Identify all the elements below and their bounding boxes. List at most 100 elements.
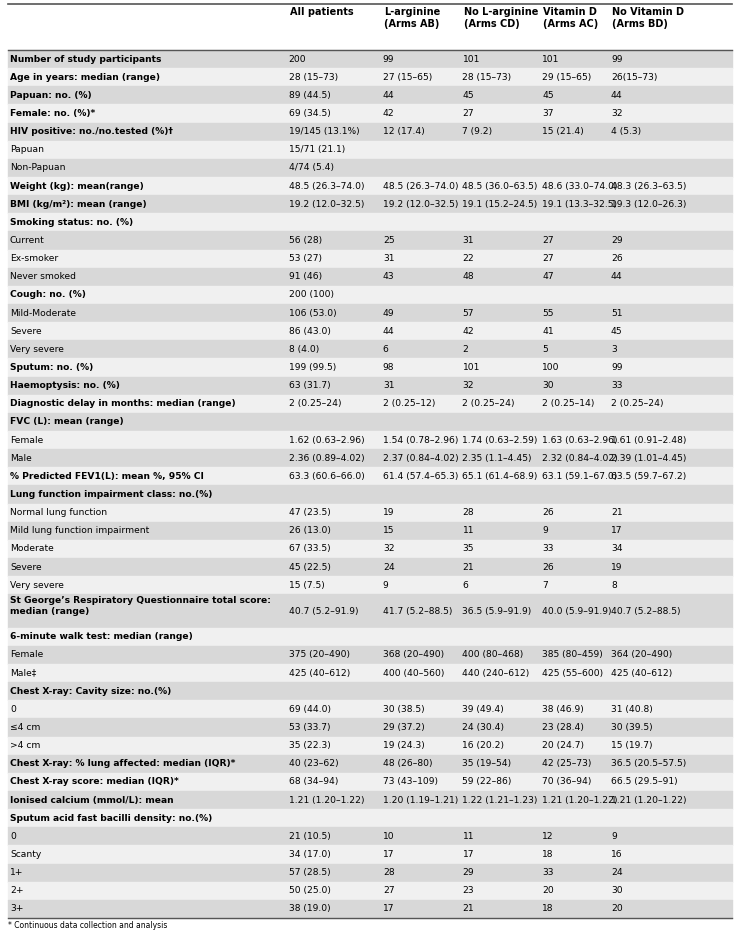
Text: Non-Papuan: Non-Papuan	[10, 163, 66, 173]
Text: 9: 9	[542, 526, 548, 536]
Text: 20: 20	[542, 886, 554, 895]
Text: 2 (0.25–24): 2 (0.25–24)	[462, 400, 515, 408]
Text: 400 (40–560): 400 (40–560)	[383, 669, 445, 677]
Text: 0: 0	[10, 832, 16, 840]
Text: Sputum acid fast bacilli density: no.(%): Sputum acid fast bacilli density: no.(%)	[10, 813, 212, 823]
Text: 30 (38.5): 30 (38.5)	[383, 704, 425, 714]
Text: 7: 7	[542, 581, 548, 590]
Text: Female: no. (%)*: Female: no. (%)*	[10, 109, 95, 118]
Text: Female: Female	[10, 435, 43, 445]
Text: 45 (22.5): 45 (22.5)	[289, 563, 330, 571]
Text: 1.21 (1.20–1.22): 1.21 (1.20–1.22)	[611, 795, 687, 805]
Text: 35 (19–54): 35 (19–54)	[462, 759, 512, 768]
Text: Never smoked: Never smoked	[10, 272, 76, 281]
Text: 50 (25.0): 50 (25.0)	[289, 886, 330, 895]
Text: 63.1 (59.1–67.0): 63.1 (59.1–67.0)	[542, 472, 618, 481]
Text: 2.32 (0.84–4.02): 2.32 (0.84–4.02)	[542, 454, 618, 462]
Text: 100: 100	[542, 363, 559, 372]
Text: 19/145 (13.1%): 19/145 (13.1%)	[289, 128, 359, 136]
Text: 55: 55	[542, 309, 553, 318]
Text: 11: 11	[462, 832, 474, 840]
Text: 45: 45	[462, 91, 474, 99]
Text: 15: 15	[383, 526, 394, 536]
Text: 368 (20–490): 368 (20–490)	[383, 650, 444, 659]
Text: 0: 0	[10, 704, 16, 714]
Text: 425 (40–612): 425 (40–612)	[611, 669, 672, 677]
Text: Female: Female	[10, 650, 43, 659]
Text: 70 (36–94): 70 (36–94)	[542, 778, 592, 786]
Text: 24 (30.4): 24 (30.4)	[462, 723, 504, 732]
Text: 364 (20–490): 364 (20–490)	[611, 650, 672, 659]
Text: 31: 31	[383, 254, 394, 264]
Text: 35 (22.3): 35 (22.3)	[289, 741, 330, 750]
Text: Mild lung function impairment: Mild lung function impairment	[10, 526, 149, 536]
Text: 16 (20.2): 16 (20.2)	[462, 741, 504, 750]
Text: 1.62 (0.63–2.96): 1.62 (0.63–2.96)	[289, 435, 364, 445]
Text: 24: 24	[383, 563, 394, 571]
Text: Smoking status: no. (%): Smoking status: no. (%)	[10, 218, 133, 227]
Text: 11: 11	[462, 526, 474, 536]
Text: 28 (15–73): 28 (15–73)	[462, 73, 512, 82]
Text: 19.1 (13.3–32.5): 19.1 (13.3–32.5)	[542, 200, 618, 209]
Text: Diagnostic delay in months: median (range): Diagnostic delay in months: median (rang…	[10, 400, 236, 408]
Text: Scanty: Scanty	[10, 850, 41, 859]
Text: Severe: Severe	[10, 326, 42, 336]
Text: 99: 99	[383, 54, 394, 64]
Text: 385 (80–459): 385 (80–459)	[542, 650, 603, 659]
Text: 2 (0.25–12): 2 (0.25–12)	[383, 400, 435, 408]
Text: 31: 31	[383, 381, 394, 390]
Text: 3: 3	[611, 345, 617, 354]
Text: Normal lung function: Normal lung function	[10, 508, 107, 517]
Text: 19.2 (12.0–32.5): 19.2 (12.0–32.5)	[289, 200, 364, 209]
Text: 9: 9	[383, 581, 389, 590]
Text: 57 (28.5): 57 (28.5)	[289, 869, 330, 877]
Text: 23: 23	[462, 886, 474, 895]
Text: 4/74 (5.4): 4/74 (5.4)	[289, 163, 333, 173]
Text: ≤4 cm: ≤4 cm	[10, 723, 40, 732]
Text: 2 (0.25–24): 2 (0.25–24)	[289, 400, 342, 408]
Text: 1.61 (0.91–2.48): 1.61 (0.91–2.48)	[611, 435, 686, 445]
Text: 63.5 (59.7–67.2): 63.5 (59.7–67.2)	[611, 472, 686, 481]
Text: 200 (100): 200 (100)	[289, 291, 333, 299]
Text: 29: 29	[611, 236, 623, 245]
Text: Ionised calcium (mmol/L): mean: Ionised calcium (mmol/L): mean	[10, 795, 174, 805]
Text: 2+: 2+	[10, 886, 24, 895]
Text: 47: 47	[542, 272, 553, 281]
Text: 26: 26	[542, 508, 554, 517]
Text: 29 (15–65): 29 (15–65)	[542, 73, 592, 82]
Text: 27: 27	[383, 886, 394, 895]
Text: 1+: 1+	[10, 869, 24, 877]
Text: 1.20 (1.19–1.21): 1.20 (1.19–1.21)	[383, 795, 458, 805]
Text: 49: 49	[383, 309, 394, 318]
Text: 91 (46): 91 (46)	[289, 272, 322, 281]
Text: 89 (44.5): 89 (44.5)	[289, 91, 330, 99]
Text: 425 (55–600): 425 (55–600)	[542, 669, 604, 677]
Text: 10: 10	[383, 832, 394, 840]
Text: 38 (46.9): 38 (46.9)	[542, 704, 584, 714]
Text: 40 (23–62): 40 (23–62)	[289, 759, 339, 768]
Text: 15/71 (21.1): 15/71 (21.1)	[289, 145, 345, 154]
Text: 19 (24.3): 19 (24.3)	[383, 741, 425, 750]
Text: Very severe: Very severe	[10, 581, 64, 590]
Text: 34 (17.0): 34 (17.0)	[289, 850, 330, 859]
Text: 24: 24	[611, 869, 623, 877]
Text: 17: 17	[462, 850, 474, 859]
Text: 26: 26	[611, 254, 623, 264]
Text: 42: 42	[383, 109, 394, 118]
Text: 18: 18	[542, 850, 553, 859]
Text: 101: 101	[542, 54, 559, 64]
Text: No Vitamin D
(Arms BD): No Vitamin D (Arms BD)	[612, 7, 684, 28]
Text: 53 (33.7): 53 (33.7)	[289, 723, 330, 732]
Text: 19: 19	[383, 508, 394, 517]
Text: 19: 19	[611, 563, 623, 571]
Text: 36.5 (5.9–91.9): 36.5 (5.9–91.9)	[462, 607, 531, 615]
Text: 45: 45	[611, 326, 623, 336]
Text: 21: 21	[611, 508, 623, 517]
Text: 6: 6	[462, 581, 468, 590]
Text: 40.7 (5.2–91.9): 40.7 (5.2–91.9)	[289, 607, 358, 615]
Text: 98: 98	[383, 363, 394, 372]
Text: 40.0 (5.9–91.9): 40.0 (5.9–91.9)	[542, 607, 612, 615]
Text: 6-minute walk test: median (range): 6-minute walk test: median (range)	[10, 632, 193, 642]
Text: Weight (kg): mean(range): Weight (kg): mean(range)	[10, 182, 144, 190]
Text: 23 (28.4): 23 (28.4)	[542, 723, 584, 732]
